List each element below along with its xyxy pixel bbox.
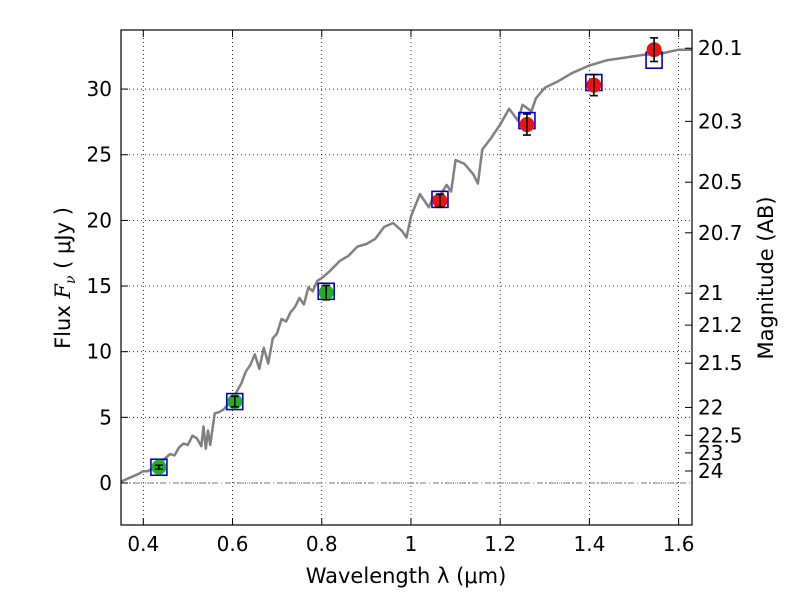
right-tick-label: 20.3 [698, 109, 743, 133]
y-label-subscript: ν [63, 275, 79, 284]
y-tick-label: 0 [99, 471, 112, 495]
y-tick-label: 5 [99, 405, 112, 429]
x-tick-label: 0.4 [127, 532, 159, 556]
right-tick-label: 21.2 [698, 313, 743, 337]
y-tick-label: 25 [87, 143, 112, 167]
right-tick-label: 20.5 [698, 170, 743, 194]
y-tick-label: 30 [87, 77, 112, 101]
y-label-variable: F [51, 283, 75, 300]
x-tick-label: 1.6 [663, 532, 695, 556]
x-axis-label: Wavelength λ (μm) [306, 564, 507, 588]
x-tick-label: 0.6 [217, 532, 249, 556]
right-tick-label: 20.7 [698, 221, 743, 245]
y-axis-label-left: Flux Fν ( μJy ) [51, 207, 79, 349]
plot-background [121, 30, 692, 525]
model-spectrum-line [120, 48, 692, 483]
right-tick-label: 24 [698, 459, 723, 483]
y-axis-label-right: Magnitude (AB) [754, 196, 778, 359]
right-tick-label: 21 [698, 281, 723, 305]
x-tick-label: 1.2 [484, 532, 516, 556]
model-box-marker [150, 458, 168, 477]
data-marks [150, 37, 663, 477]
axis-ticks: 0.4 0.6 0.8 1 1.2 1.4 1.6 0 5 10 15 20 25 30 20.1 20.3 2… [87, 30, 743, 556]
y-tick-label: 15 [87, 274, 112, 298]
x-tick-label: 1 [405, 532, 418, 556]
plot-frame [120, 29, 693, 526]
x-tick-label: 0.8 [306, 532, 338, 556]
model-box-marker [225, 392, 244, 411]
x-tick-label: 1.4 [573, 532, 605, 556]
y-tick-label: 10 [87, 340, 112, 364]
y-tick-label: 20 [87, 208, 112, 232]
right-tick-label: 20.1 [698, 36, 743, 60]
right-tick-label: 23 [698, 441, 723, 465]
right-tick-label: 22.5 [698, 423, 743, 447]
right-tick-label: 21.5 [698, 351, 743, 375]
grid-lines [121, 30, 692, 525]
right-tick-label: 22 [698, 395, 723, 419]
y-label-prefix: Flux [51, 299, 75, 349]
y-label-unit: ( μJy ) [51, 207, 75, 275]
